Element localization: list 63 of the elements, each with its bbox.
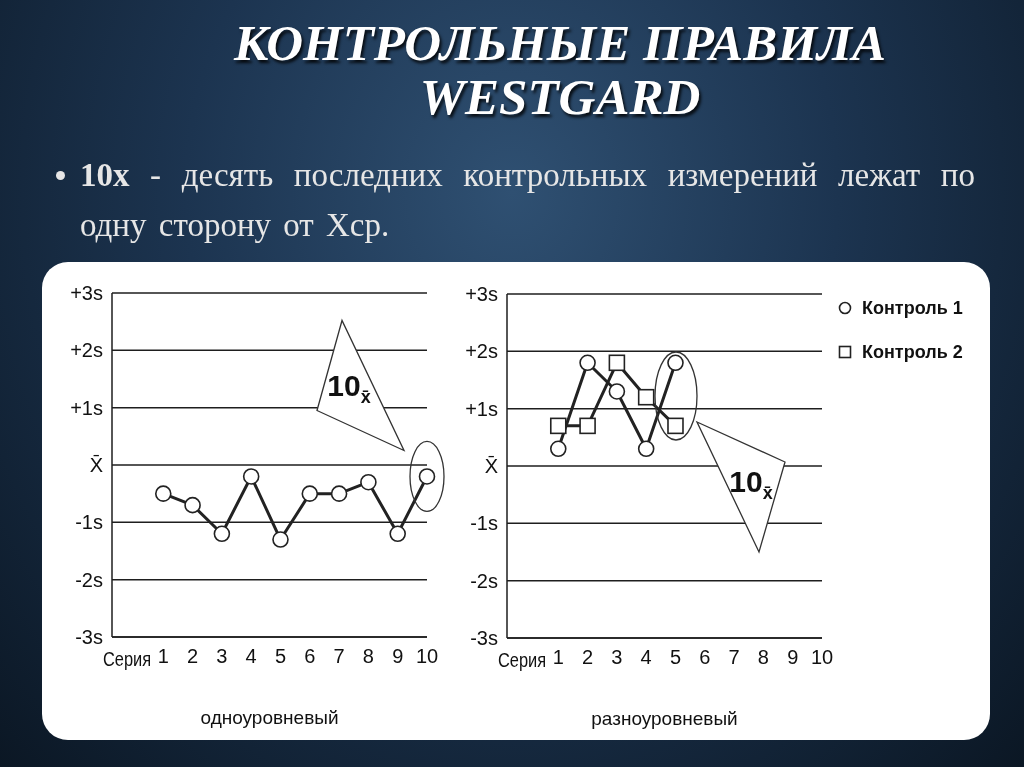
y-tick-label: +1s xyxy=(70,396,103,419)
point xyxy=(667,417,684,435)
y-tick-label: +3s xyxy=(465,283,498,306)
point xyxy=(360,473,377,491)
y-tick-label: -3s xyxy=(470,627,498,650)
x-tick-label: 7 xyxy=(333,645,345,668)
point xyxy=(549,440,567,458)
x-tick-label: 5 xyxy=(274,645,287,668)
annotation: 10$_{x̄}$ xyxy=(327,369,371,408)
point xyxy=(213,525,231,543)
x-tick-label: 4 xyxy=(640,646,652,669)
text: 10x - десять последних контрольных измерений лежат по одну сторону от Xср. xyxy=(80,157,975,243)
point xyxy=(637,388,655,406)
point xyxy=(154,485,172,502)
x-tick-label: 2 xyxy=(187,645,199,668)
y-tick-label: +3s xyxy=(70,282,103,305)
point xyxy=(330,485,348,502)
legend-label: Контроль 1 xyxy=(862,297,963,319)
y-tick-label: -2s xyxy=(75,568,103,591)
y-tick-label: +1s xyxy=(465,397,498,420)
x-tick-label: 9 xyxy=(787,646,799,669)
x-tick-label: 10 xyxy=(810,646,834,669)
x-axis-title: Серия xyxy=(498,649,547,671)
point xyxy=(667,354,684,372)
y-tick-label: X̄ xyxy=(89,454,103,477)
point xyxy=(608,383,626,400)
x-tick-label: 8 xyxy=(757,646,769,669)
point xyxy=(637,440,655,458)
point xyxy=(549,417,567,435)
x-tick-label: 8 xyxy=(362,645,374,668)
y-tick-label: -3s xyxy=(75,626,103,649)
x-tick-label: 4 xyxy=(245,645,257,668)
x-tick-label: 10 xyxy=(415,645,439,668)
point xyxy=(579,417,596,435)
x-tick-label: 2 xyxy=(582,646,594,669)
text: КОНТРОЛЬНЫЕ ПРАВИЛА WESTGARD xyxy=(232,15,888,125)
x-tick-label: 6 xyxy=(699,646,711,669)
point xyxy=(272,531,289,548)
point xyxy=(608,354,626,372)
y-tick-label: -1s xyxy=(470,512,498,535)
x-tick-label: 1 xyxy=(157,645,169,668)
x-tick-label: 9 xyxy=(392,645,404,668)
legend-label: Контроль 2 xyxy=(862,341,963,363)
point xyxy=(301,485,319,502)
point xyxy=(579,354,596,372)
x-tick-label: 5 xyxy=(669,646,682,669)
x-tick-label: 6 xyxy=(304,645,316,668)
x-tick-label: 3 xyxy=(216,645,228,668)
x-tick-label: 7 xyxy=(728,646,740,669)
y-tick-label: -1s xyxy=(75,511,103,534)
point xyxy=(242,468,260,485)
x-axis-title: Серия xyxy=(103,648,152,670)
x-tick-label: 1 xyxy=(552,646,564,669)
y-tick-label: X̄ xyxy=(484,455,498,478)
y-tick-label: +2s xyxy=(70,339,103,362)
x-tick-label: 3 xyxy=(611,646,623,669)
text: одноуровневый xyxy=(199,707,340,729)
y-tick-label: -2s xyxy=(470,569,498,592)
text: разноуровневый xyxy=(590,708,739,730)
point xyxy=(184,496,201,514)
point xyxy=(389,525,406,543)
annotation: 10$_{x̄}$ xyxy=(729,464,773,503)
y-tick-label: +2s xyxy=(465,340,498,363)
